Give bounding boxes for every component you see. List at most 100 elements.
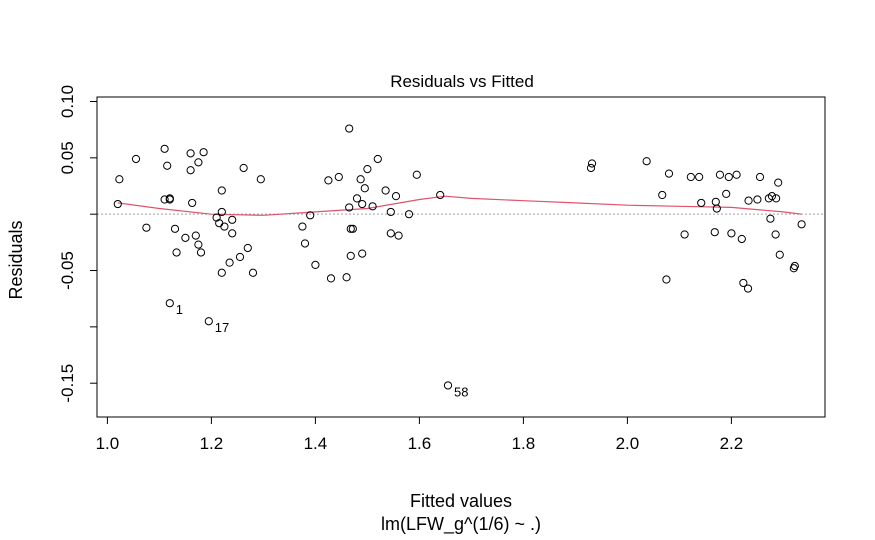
data-point xyxy=(722,189,731,199)
data-point xyxy=(196,248,206,257)
data-point xyxy=(711,197,720,206)
data-point xyxy=(199,148,208,157)
data-point xyxy=(217,186,226,195)
x-axis: 1.0 1.2 1.4 1.6 1.8 2.0 2.2 xyxy=(96,416,743,453)
data-point xyxy=(386,207,395,217)
data-point xyxy=(686,172,695,182)
data-point xyxy=(352,194,362,203)
data-point xyxy=(363,165,372,174)
data-point xyxy=(217,207,226,217)
x-tick-label: 1.8 xyxy=(512,434,536,453)
data-point xyxy=(345,203,354,212)
y-tick-label: 0.10 xyxy=(58,85,77,118)
outlier-label: 58 xyxy=(454,384,468,399)
data-point xyxy=(404,210,414,219)
data-point xyxy=(587,159,597,168)
data-point xyxy=(235,252,245,262)
data-point xyxy=(724,172,733,182)
data-point xyxy=(186,149,195,158)
data-point xyxy=(658,190,667,200)
data-point xyxy=(695,172,704,182)
data-point xyxy=(790,261,799,271)
data-point xyxy=(170,224,180,233)
outlier-label: 1 xyxy=(176,302,183,317)
data-point xyxy=(771,230,780,239)
data-point xyxy=(165,194,174,203)
data-point xyxy=(186,166,195,175)
data-point xyxy=(115,175,124,184)
data-point xyxy=(181,233,190,242)
data-point xyxy=(160,144,169,153)
data-point xyxy=(710,228,719,237)
data-point xyxy=(436,190,445,200)
points-group xyxy=(113,124,806,390)
y-axis: 0.10 0.05 -0.05 -0.15 xyxy=(58,85,98,403)
data-point xyxy=(358,249,367,258)
data-point xyxy=(697,198,706,208)
y-tick-label: -0.15 xyxy=(58,364,77,403)
data-point xyxy=(360,184,369,193)
data-point xyxy=(381,186,390,195)
data-point xyxy=(326,274,336,283)
data-point xyxy=(712,204,721,213)
x-axis-label: Fitted values xyxy=(410,491,512,511)
data-point xyxy=(298,222,307,231)
y-tick-label: 0.05 xyxy=(58,141,77,174)
data-point xyxy=(743,284,753,293)
point-labels-group: 1 17 58 xyxy=(176,302,469,399)
data-point xyxy=(217,268,226,277)
data-point xyxy=(248,268,258,277)
data-point xyxy=(662,275,671,284)
data-point xyxy=(163,161,172,170)
data-point xyxy=(772,194,781,203)
data-point xyxy=(243,243,252,253)
x-tick-label: 1.6 xyxy=(408,434,432,453)
data-point xyxy=(324,176,333,185)
data-point xyxy=(342,273,351,282)
data-point xyxy=(680,230,689,239)
data-point xyxy=(715,170,725,179)
data-point xyxy=(774,178,783,187)
data-point xyxy=(753,195,762,204)
data-point xyxy=(239,163,248,173)
data-point xyxy=(373,154,382,164)
data-point xyxy=(306,211,315,220)
data-point xyxy=(394,231,403,240)
data-point xyxy=(334,172,343,182)
outlier-point xyxy=(443,381,453,390)
data-point xyxy=(744,196,753,205)
data-point xyxy=(172,248,181,257)
data-point xyxy=(586,163,596,173)
data-point xyxy=(311,260,320,269)
data-point xyxy=(346,224,355,233)
smooth-line-group xyxy=(117,195,802,216)
data-point xyxy=(767,192,777,201)
data-point xyxy=(775,250,784,259)
data-point xyxy=(194,158,203,167)
data-point xyxy=(356,175,365,184)
data-point xyxy=(220,222,229,231)
data-point xyxy=(732,170,741,179)
data-point xyxy=(113,199,122,209)
data-point xyxy=(300,239,310,248)
data-point xyxy=(368,202,377,211)
data-point xyxy=(142,223,151,232)
x-tick-label: 1.2 xyxy=(200,434,224,453)
x-tick-label: 1.0 xyxy=(96,434,120,453)
chart-title: Residuals vs Fitted xyxy=(390,72,534,91)
y-axis-label: Residuals xyxy=(6,220,26,299)
smooth-line xyxy=(117,195,802,216)
x-tick-label: 2.0 xyxy=(616,434,640,453)
data-point xyxy=(664,169,674,178)
data-point xyxy=(188,198,197,208)
data-point xyxy=(386,229,395,238)
data-point xyxy=(755,172,765,182)
data-point xyxy=(766,214,775,223)
data-point xyxy=(739,278,748,288)
data-point xyxy=(345,124,354,133)
outlier-point xyxy=(165,299,174,308)
outlier-point xyxy=(204,317,213,326)
data-point xyxy=(727,229,736,238)
chart-subtitle: lm(LFW_g^(1/6) ~ .) xyxy=(381,514,541,535)
